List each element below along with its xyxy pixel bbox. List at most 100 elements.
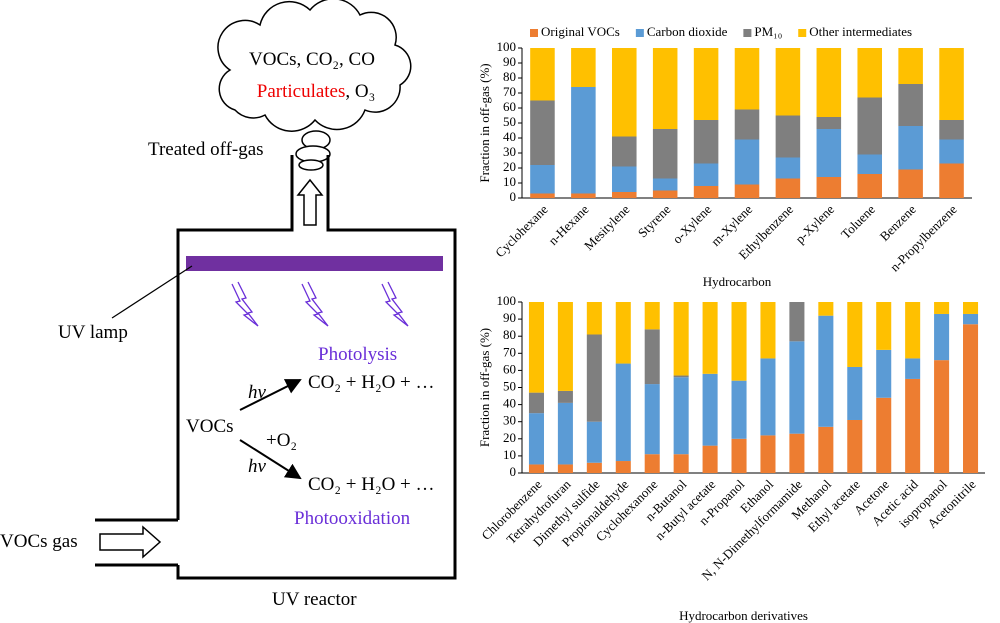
bar-segment [963,324,979,473]
label: UV reactor [272,589,357,610]
bar-segment [693,186,719,198]
y-tick-label: 40 [503,129,516,144]
leader-line [111,265,193,319]
bar-segment [734,48,760,110]
bar-segment [644,329,660,385]
label: Photolysis [318,344,397,365]
y-tick-label: 100 [497,293,517,308]
y-tick-label: 50 [503,114,516,129]
bar-segment [934,302,950,314]
y-tick-label: 10 [503,174,516,189]
bar-segment [934,360,950,473]
bar-segment [963,313,979,325]
light [231,281,409,327]
bar-segment [702,302,718,374]
label: hv [248,382,267,403]
cloud-text: Particulates, O₃ [257,81,376,102]
y-tick-label: 20 [503,430,516,445]
y-tick-label: 60 [503,99,516,114]
bar-segment [673,377,689,455]
bar-segment [530,193,555,198]
bar-segment [905,378,921,473]
bar-segment [652,190,678,198]
bar-segment [775,157,801,179]
bar-segment [760,358,776,436]
bar-segment [905,302,921,359]
y-tick-label: 90 [503,310,516,325]
bar-segment [673,454,689,473]
y-tick-label: 20 [503,159,516,174]
x-axis-title: Hydrocarbon [703,274,772,289]
label: Photooxidation [294,508,411,529]
bar-segment [612,192,637,198]
bar-segment [571,48,596,87]
label: VOCs [186,416,234,437]
bar-segment [528,302,544,393]
bar-segment [847,366,863,420]
bar-segment [731,302,747,381]
bar-segment [557,464,573,473]
bar-segment [818,426,834,473]
bar-segment [586,462,602,473]
bar-segment [693,120,719,164]
bar-segment [816,129,842,177]
label: CO₂ + H₂O + … [308,474,435,495]
bar-segment [586,421,602,463]
bar-segment [939,139,964,164]
label: CO₂ + H₂O + … [308,372,435,393]
y-tick-label: 0 [510,189,517,204]
bar-segment [586,302,602,335]
bar-segment [615,363,631,462]
bar-segment [818,315,834,427]
bar-segment [857,154,882,174]
bar-segment [673,375,689,378]
y-tick-label: 80 [503,69,516,84]
bar-segment [557,402,573,465]
y-axis-title: Fraction in off-gas (%) [477,63,492,182]
bar-segment [644,384,660,455]
bar-segment [818,302,834,316]
bar-segment [898,48,923,84]
inlet-arrow [99,525,162,559]
bar-segment [876,302,892,350]
y-tick-label: 70 [503,344,516,359]
bar-segment [644,302,660,330]
bar-segment [734,184,760,198]
bar-segment [876,349,892,398]
legend-marker [798,29,807,37]
x-tick-label: p-Xylene [792,201,837,246]
bar-segment [939,163,964,198]
bar-segment [615,461,631,473]
cloud [217,0,412,132]
bar-segment [702,373,718,446]
x-tick-label: Mesitylene [581,201,633,253]
bar-segment [898,126,923,170]
bar-segment [693,163,719,186]
legend-label: PM₁₀ [754,24,782,39]
bar-segment [530,165,555,194]
bar-segment [557,302,573,391]
y-tick-label: 60 [503,361,516,376]
bar-segment [898,169,923,198]
bar-segment [760,302,776,359]
bar-segment [857,48,882,98]
bar-segment [775,48,801,116]
y-tick-label: 40 [503,396,516,411]
bar-segment [612,136,637,167]
bar-segment [734,109,760,140]
bar-segment [847,302,863,367]
y-tick-label: 10 [503,447,516,462]
bar-segment [586,334,602,422]
bar-segment [612,48,637,137]
y-tick-label: 0 [510,464,517,479]
bar-segment [816,48,842,117]
bar-segment [939,120,964,140]
bolt [231,281,259,327]
bar-segment [615,302,631,364]
bar-segment [528,464,544,473]
x-axis-title: Hydrocarbon derivatives [679,608,808,623]
arrow [239,379,302,411]
bar-segment [734,139,760,185]
arrow [239,439,302,480]
